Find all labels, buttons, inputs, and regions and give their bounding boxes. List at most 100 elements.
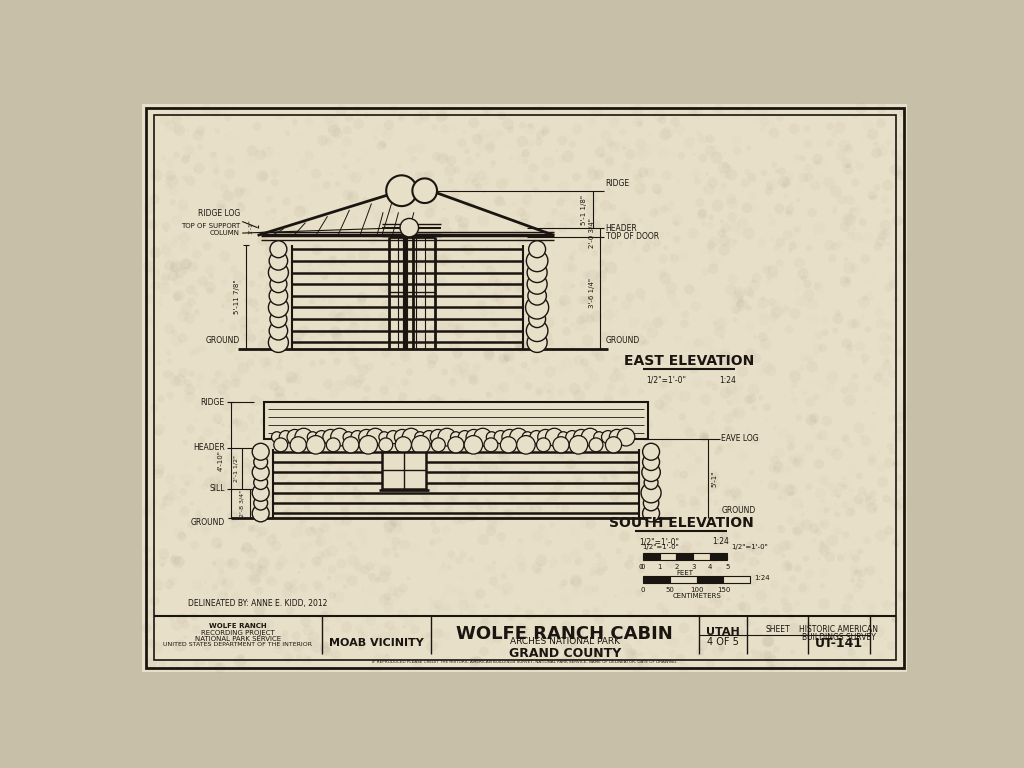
Point bbox=[600, 183, 616, 195]
Point bbox=[438, 226, 455, 238]
Point bbox=[771, 257, 787, 269]
Point bbox=[659, 127, 676, 139]
Point bbox=[181, 313, 198, 325]
Point bbox=[631, 587, 647, 599]
Point bbox=[839, 157, 855, 169]
Point bbox=[779, 230, 796, 242]
Point bbox=[628, 442, 644, 454]
Point bbox=[334, 507, 350, 519]
Point bbox=[755, 579, 771, 591]
Point bbox=[154, 595, 170, 607]
Point bbox=[476, 290, 493, 303]
Point bbox=[225, 506, 242, 518]
Point bbox=[728, 303, 744, 315]
Point bbox=[838, 253, 854, 266]
Point bbox=[814, 541, 830, 553]
Point bbox=[895, 130, 911, 142]
Point bbox=[396, 376, 413, 389]
Point bbox=[394, 214, 411, 226]
Point bbox=[872, 574, 889, 587]
Point bbox=[271, 386, 288, 398]
Point bbox=[570, 555, 587, 568]
Point bbox=[569, 123, 586, 135]
Point bbox=[498, 354, 514, 366]
Point bbox=[664, 402, 680, 415]
Point bbox=[496, 353, 512, 365]
Point bbox=[607, 590, 624, 602]
Point bbox=[560, 321, 577, 333]
Point bbox=[281, 492, 297, 505]
Point bbox=[841, 346, 857, 359]
Point bbox=[806, 412, 822, 424]
Circle shape bbox=[323, 429, 338, 445]
Point bbox=[787, 660, 804, 672]
Point bbox=[806, 614, 822, 626]
Point bbox=[292, 190, 308, 203]
Point bbox=[811, 458, 827, 470]
Point bbox=[595, 139, 611, 151]
Circle shape bbox=[270, 310, 287, 328]
Point bbox=[633, 530, 649, 542]
Point bbox=[167, 660, 183, 673]
Point bbox=[346, 543, 362, 555]
Point bbox=[730, 602, 746, 614]
Point bbox=[208, 259, 224, 271]
Point bbox=[333, 558, 349, 570]
Point bbox=[385, 584, 401, 597]
Point bbox=[703, 243, 720, 256]
Point bbox=[236, 184, 252, 197]
Point bbox=[225, 263, 242, 275]
Point bbox=[304, 523, 321, 535]
Circle shape bbox=[573, 429, 589, 445]
Point bbox=[646, 488, 663, 501]
Point bbox=[582, 539, 598, 551]
Point bbox=[632, 118, 648, 130]
Point bbox=[170, 102, 186, 114]
Point bbox=[693, 211, 710, 223]
Point bbox=[841, 505, 857, 517]
Point bbox=[843, 506, 859, 518]
Point bbox=[813, 137, 829, 149]
Point bbox=[517, 148, 534, 161]
Text: WOLFE RANCH: WOLFE RANCH bbox=[209, 624, 266, 630]
Point bbox=[594, 267, 610, 280]
Point bbox=[141, 515, 158, 528]
Point bbox=[700, 494, 717, 506]
Point bbox=[515, 639, 531, 651]
Point bbox=[482, 142, 499, 154]
Point bbox=[837, 435, 853, 448]
Point bbox=[316, 639, 333, 651]
Point bbox=[711, 103, 727, 115]
Point bbox=[432, 627, 449, 639]
Point bbox=[794, 362, 810, 375]
Point bbox=[477, 457, 494, 469]
Point bbox=[881, 137, 897, 149]
Point bbox=[642, 422, 658, 434]
Point bbox=[199, 567, 215, 579]
Point bbox=[637, 378, 653, 390]
Point bbox=[185, 243, 202, 256]
Point bbox=[268, 540, 285, 552]
Point bbox=[388, 535, 404, 548]
Point bbox=[563, 410, 580, 422]
Point bbox=[829, 306, 846, 319]
Point bbox=[734, 184, 751, 197]
Point bbox=[299, 323, 315, 336]
Point bbox=[651, 458, 668, 470]
Point bbox=[360, 473, 377, 485]
Point bbox=[155, 559, 171, 571]
Point bbox=[829, 508, 846, 521]
Point bbox=[879, 287, 895, 300]
Point bbox=[546, 435, 562, 448]
Point bbox=[681, 442, 697, 455]
Point bbox=[822, 480, 839, 492]
Point bbox=[848, 317, 864, 329]
Point bbox=[500, 352, 516, 364]
Point bbox=[367, 401, 383, 413]
Point bbox=[236, 287, 252, 300]
Point bbox=[692, 551, 709, 563]
Point bbox=[731, 283, 748, 296]
Point bbox=[253, 527, 269, 539]
Point bbox=[723, 383, 739, 396]
Point bbox=[708, 255, 724, 267]
